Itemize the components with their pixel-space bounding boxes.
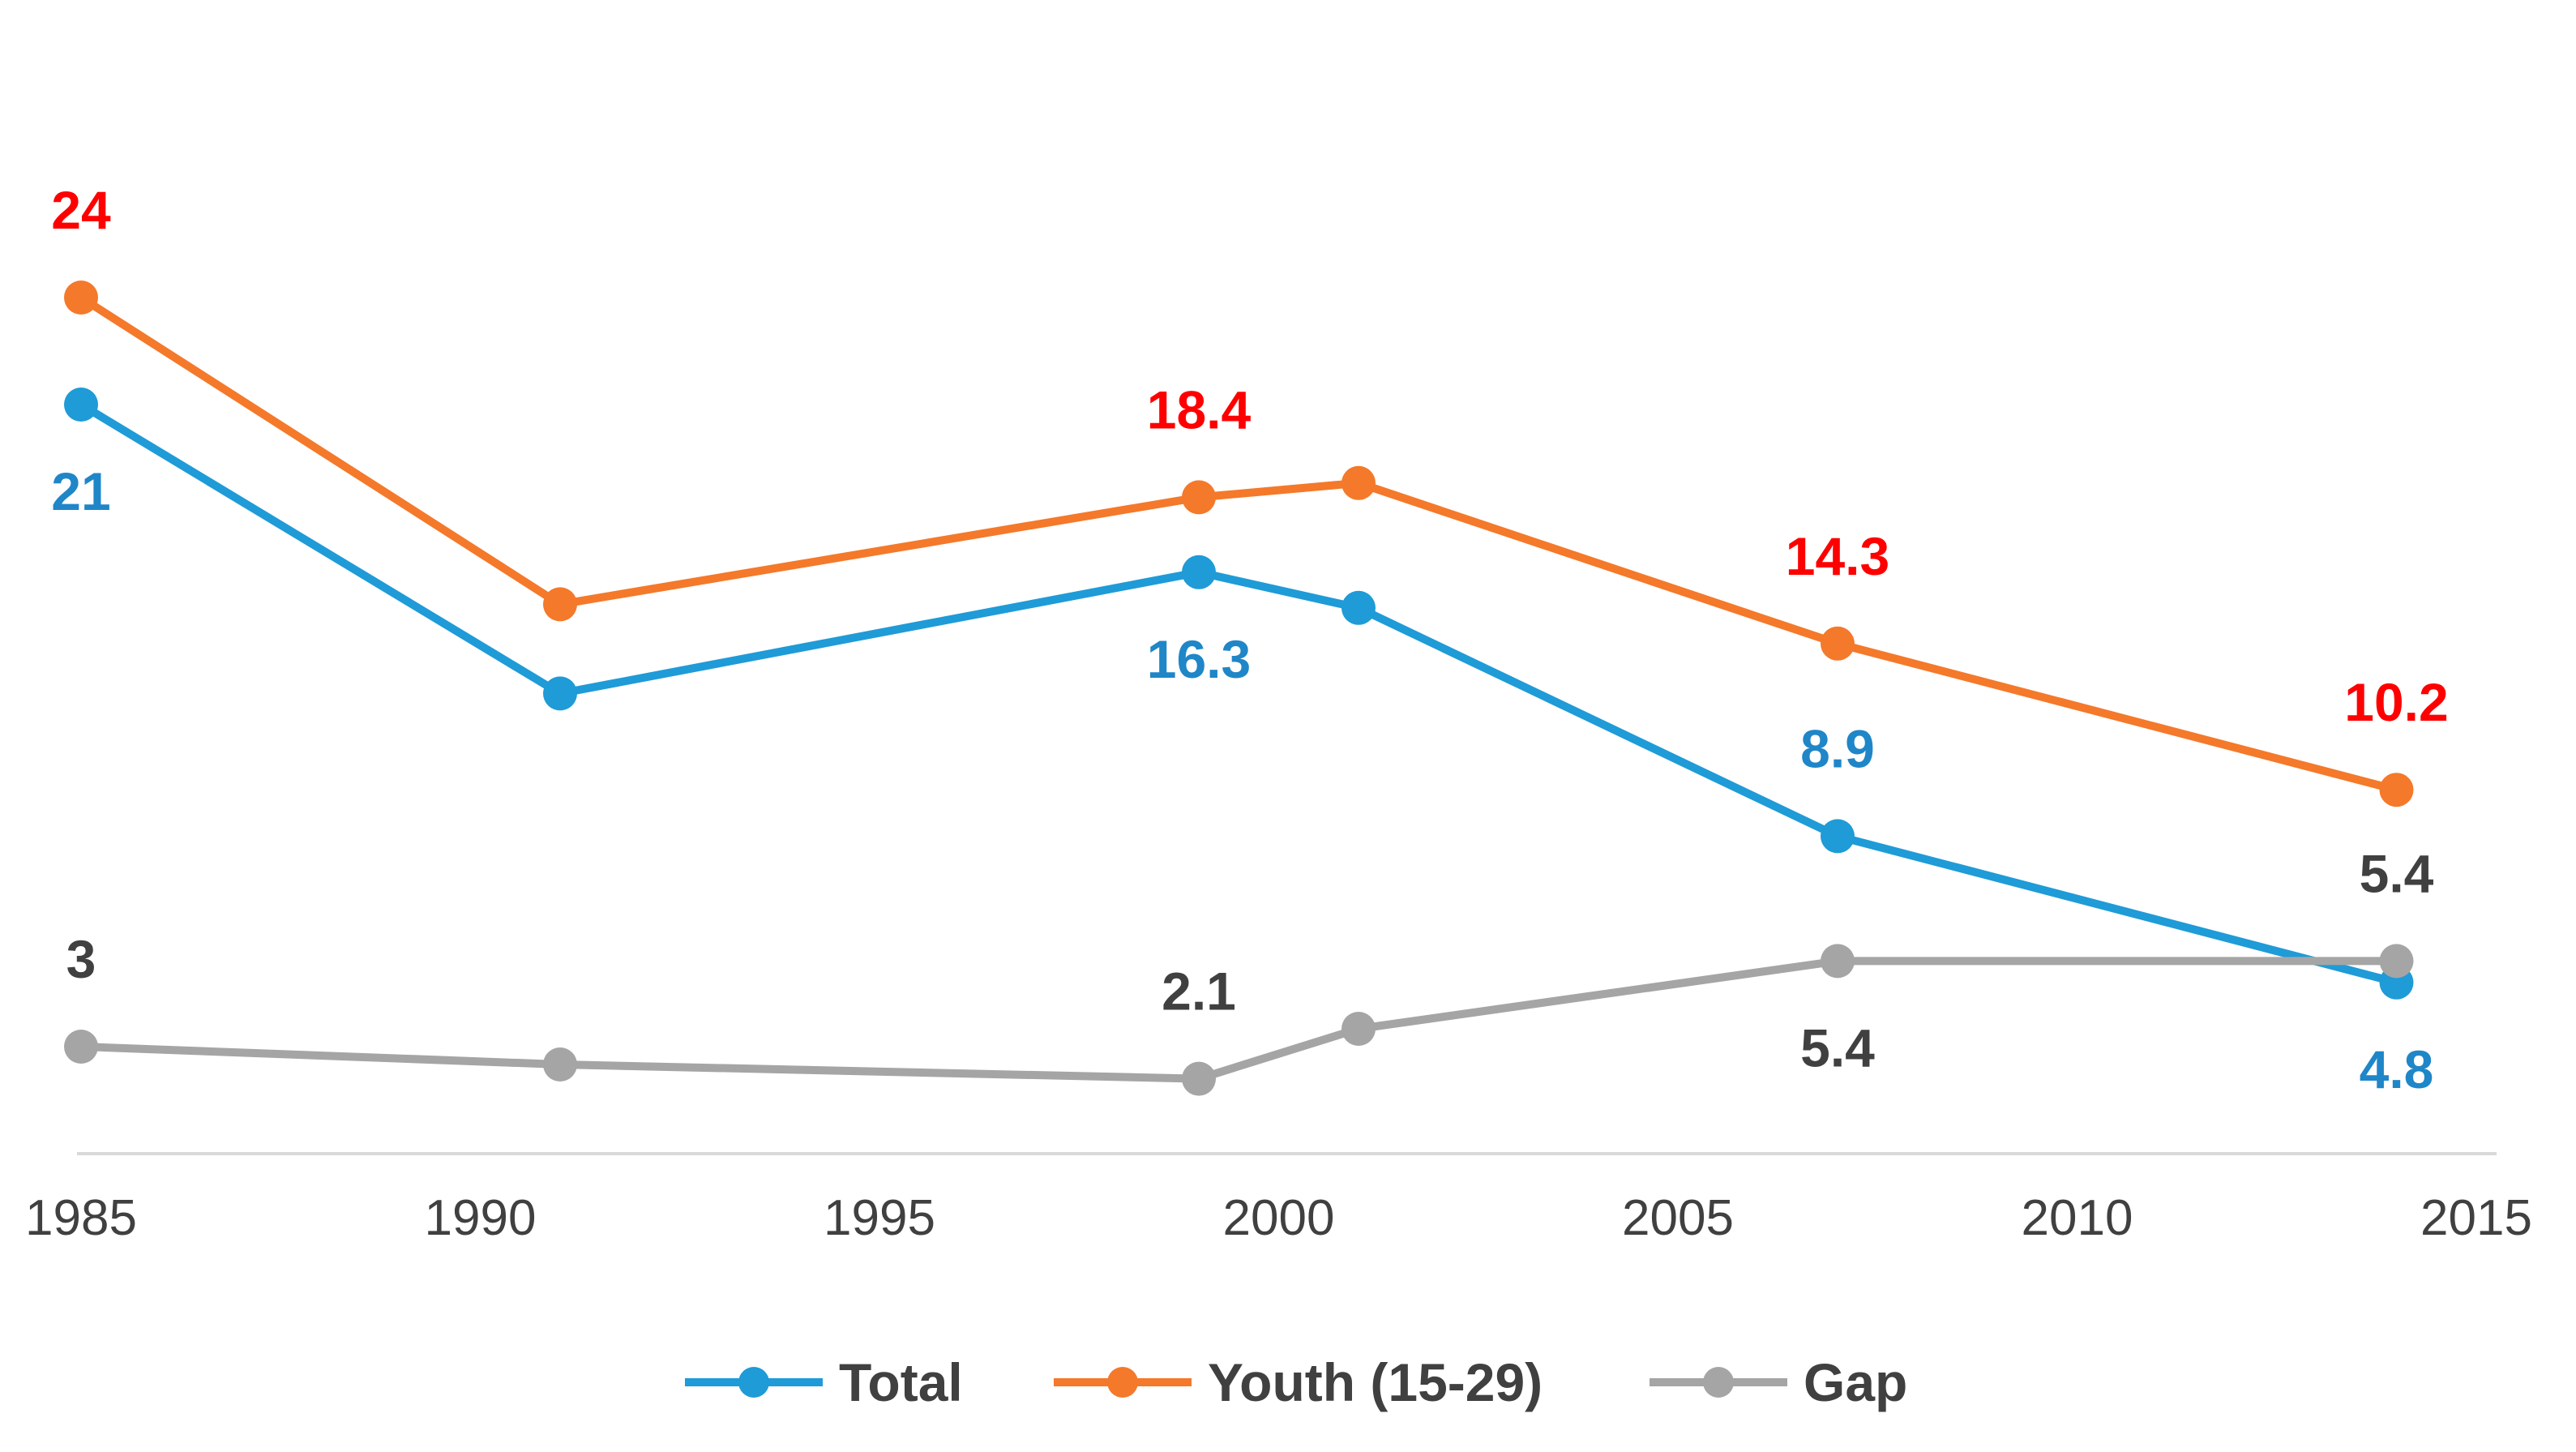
legend-swatch-marker	[738, 1367, 769, 1398]
data-label-total-2007: 8.9	[1800, 718, 1875, 778]
legend-swatch-marker	[1703, 1367, 1734, 1398]
x-tick-label-2000: 2000	[1223, 1190, 1335, 1246]
data-label-youth-15-29-2014: 10.2	[2344, 672, 2448, 732]
series-line-youth-15-29	[81, 298, 2397, 790]
legend-item-youth-15-29: Youth (15-29)	[1054, 1352, 1543, 1412]
series-point-youth-15-29-1991	[543, 587, 577, 621]
x-tick-label-2010: 2010	[2022, 1190, 2133, 1246]
legend-label: Youth (15-29)	[1208, 1352, 1543, 1412]
series-line-gap	[81, 961, 2397, 1078]
series-point-gap-2001	[1341, 1012, 1376, 1046]
legend-item-gap: Gap	[1650, 1352, 1907, 1412]
series-point-youth-15-29-1985	[64, 281, 98, 315]
data-label-gap-1985: 3	[66, 929, 96, 989]
series-point-gap-2014	[2380, 944, 2414, 978]
data-label-youth-15-29-1999: 18.4	[1147, 379, 1252, 439]
legend-swatch-marker	[1107, 1367, 1138, 1398]
x-tick-label-1995: 1995	[824, 1190, 935, 1246]
series-point-total-2007	[1821, 819, 1855, 853]
data-label-youth-15-29-1985: 24	[51, 180, 111, 240]
legend-label: Total	[839, 1352, 963, 1412]
x-tick-label-2005: 2005	[1622, 1190, 1734, 1246]
x-tick-label-1990: 1990	[425, 1190, 537, 1246]
series-point-youth-15-29-1999	[1182, 480, 1216, 514]
series-point-total-1999	[1182, 555, 1216, 589]
legend: Total Youth (15-29) Gap	[685, 1352, 1907, 1412]
series-point-youth-15-29-2007	[1821, 627, 1855, 661]
series-point-gap-2007	[1821, 944, 1855, 978]
x-tick-label-1985: 1985	[25, 1190, 137, 1246]
data-label-youth-15-29-2007: 14.3	[1786, 526, 1889, 586]
series-point-gap-1999	[1182, 1062, 1216, 1096]
data-label-gap-2014: 5.4	[2360, 843, 2434, 903]
legend-item-total: Total	[685, 1352, 963, 1412]
x-axis-ticks: 1985 1990 1995 2000 2005 2010 2015	[25, 1190, 2532, 1246]
series-point-total-1985	[64, 388, 98, 422]
series-point-youth-15-29-2014	[2380, 773, 2414, 807]
series-point-youth-15-29-2001	[1341, 466, 1376, 500]
legend-label: Gap	[1804, 1352, 1907, 1412]
data-label-gap-2007: 5.4	[1800, 1017, 1875, 1077]
series-point-total-2001	[1341, 591, 1376, 625]
x-tick-label-2015: 2015	[2420, 1190, 2532, 1246]
data-label-total-1999: 16.3	[1147, 629, 1251, 689]
data-label-total-1985: 21	[51, 461, 110, 521]
data-label-total-2014: 4.8	[2360, 1039, 2434, 1099]
series-point-gap-1985	[64, 1030, 98, 1064]
series-point-gap-1991	[543, 1047, 577, 1082]
line-chart: 1985 1990 1995 2000 2005 2010 2015 24 18.4 14.3 1…	[0, 0, 2576, 1452]
data-label-gap-1999: 2.1	[1162, 962, 1236, 1022]
series-point-total-1991	[543, 676, 577, 710]
